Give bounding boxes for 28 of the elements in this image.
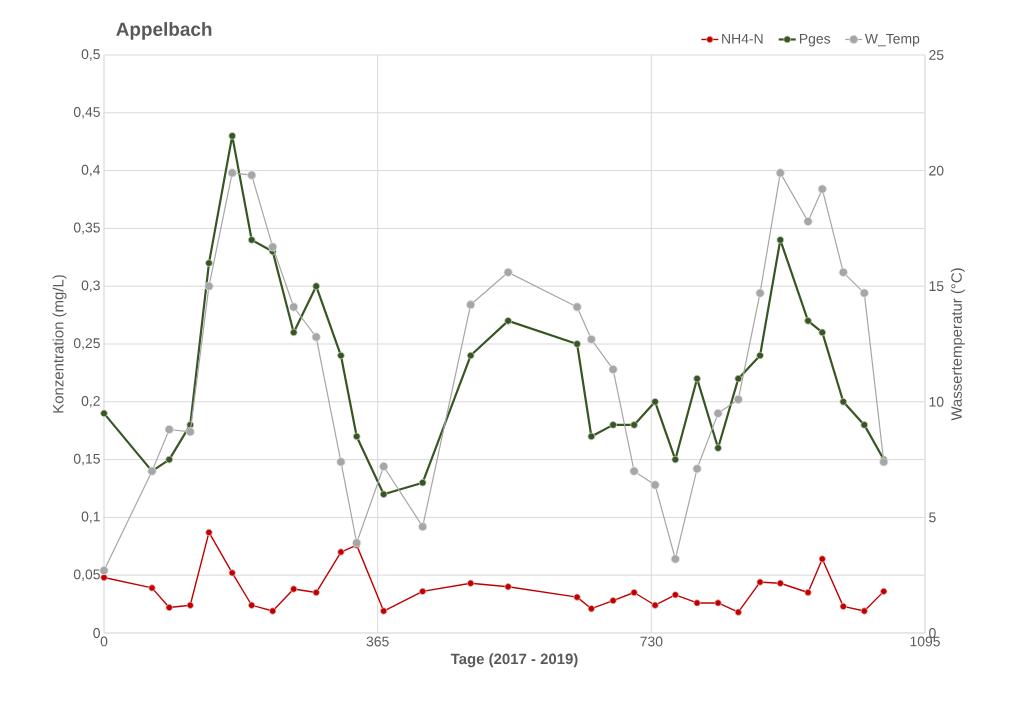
legend-label: NH4-N (722, 33, 763, 44)
x-axis-title: Tage (2017 - 2019) (450, 653, 578, 668)
y2-tick-label: 25 (929, 50, 944, 60)
y2-tick-label: 20 (929, 165, 944, 176)
x-tick-label: 0 (100, 636, 108, 647)
x-tick-label: 1095 (910, 636, 940, 647)
y-axis-title: Konzentration (mg/L) (52, 275, 67, 413)
y2-tick-label: 10 (929, 396, 944, 407)
y-tick-label: 0,25 (73, 338, 100, 350)
x-tick-label: 730 (640, 636, 663, 647)
y-tick-label: 0,45 (73, 107, 100, 119)
y-tick-label: 0,05 (73, 569, 100, 581)
y-tick-label: 0 (93, 628, 100, 638)
y-tick-label: 0,5 (81, 49, 100, 61)
y2-tick-label: 0 (929, 628, 936, 638)
legend-label: Pges (799, 33, 831, 47)
y2-axis-title: Wassertemperatur (°C) (950, 268, 965, 421)
legend-label: W_Temp (864, 33, 920, 47)
y-tick-label: 0,3 (81, 280, 100, 292)
y2-tick-label: 15 (929, 281, 944, 292)
y2-tick-label: 5 (929, 512, 936, 523)
y-tick-label: 0,15 (73, 453, 100, 466)
x-tick-label: 365 (366, 636, 389, 647)
y-tick-label: 0,1 (81, 511, 100, 524)
y-tick-label: 0,2 (81, 396, 100, 408)
chart-title: Appelbach (116, 22, 212, 40)
y-tick-label: 0,4 (81, 164, 101, 177)
y-tick-label: 0,35 (73, 222, 100, 235)
